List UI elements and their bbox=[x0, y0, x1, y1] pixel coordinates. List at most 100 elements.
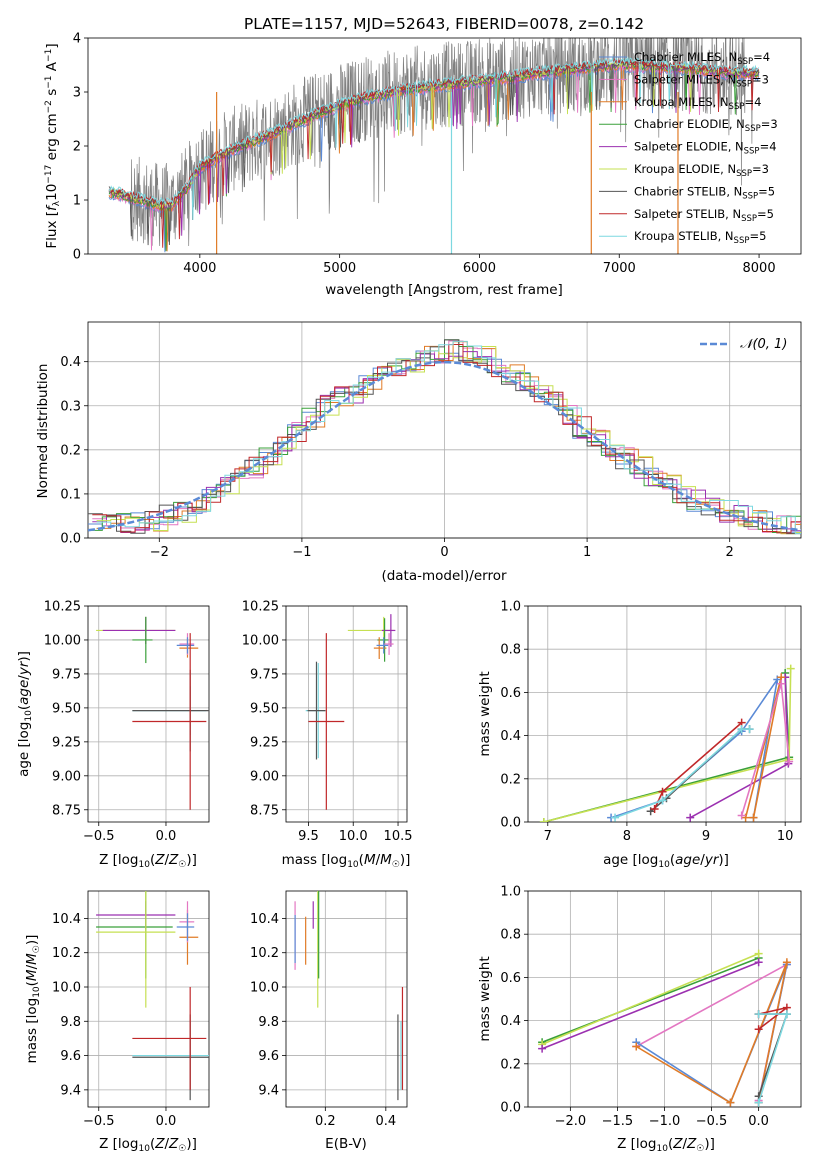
mass-vs-ebv-xtick-label-0: 0.2 bbox=[315, 1114, 336, 1129]
mass-vs-Z-frame bbox=[87, 890, 210, 1108]
weight-vs-age-xtick-label-3: 10 bbox=[777, 829, 794, 844]
mass-vs-ebv-frame bbox=[285, 890, 408, 1108]
legend-label-6: Chabrier STELIB, NSSP=5 bbox=[634, 184, 775, 201]
spectrum-xtick-label-4: 8000 bbox=[743, 261, 776, 276]
age-vs-Z-ylabel: age [log10(age/yr)] bbox=[16, 651, 34, 777]
mass-vs-ebv-plot-area: 0.2 0.4 9.4 9.6 9.8 10.0 10.2 10.4 bbox=[250, 890, 408, 1129]
weight-vs-age-marker-7-0 bbox=[650, 805, 659, 814]
spectrum-model-line-3 bbox=[108, 62, 760, 252]
weight-vs-Z-xtick-label-3: −0.5 bbox=[696, 1114, 728, 1129]
spectrum-model-line-1 bbox=[108, 64, 759, 251]
residuals-panel: −2 −1 0 1 2 0.0 0.1 0.2 0.3 0.4 (data-model)/erro… bbox=[35, 321, 802, 584]
weight-vs-Z-marker-2-1 bbox=[754, 958, 763, 967]
weight-vs-Z-clip-group bbox=[538, 949, 791, 1107]
mass-vs-Z-xlabel: Z [log10(Z/Z☉)] bbox=[99, 1136, 197, 1154]
age-vs-Z-ytick-label-3: 9.50 bbox=[52, 701, 81, 716]
mass-vs-Z-ytick-label-3: 10.0 bbox=[52, 981, 81, 996]
legend-label-2: Kroupa MILES, NSSP=4 bbox=[634, 95, 761, 112]
mass-vs-ebv-ytick-label-0: 9.4 bbox=[258, 1083, 279, 1098]
residuals-ytick-label-4: 0.4 bbox=[60, 355, 81, 370]
age-vs-Z-ytick-label-5: 10.00 bbox=[44, 633, 81, 648]
age-vs-Z-ytick-label-0: 8.75 bbox=[52, 803, 81, 818]
weight-vs-Z-xtick-label-1: −1.5 bbox=[602, 1114, 634, 1129]
weight-vs-Z-marker-7-0 bbox=[754, 1025, 763, 1034]
legend-label-3: Chabrier ELODIE, NSSP=3 bbox=[634, 117, 778, 134]
age-vs-Z-panel: −0.5 0.0 8.75 9.00 9.25 9.50 9.75 10.00 10.25 Z … bbox=[16, 600, 210, 870]
age-vs-mass-xtick-label-0: 9.5 bbox=[298, 829, 319, 844]
weight-vs-age-marker-1-2 bbox=[786, 664, 795, 673]
residuals-histogram-6 bbox=[88, 339, 801, 535]
weight-vs-age-marker-7-1 bbox=[658, 787, 667, 796]
mass-vs-Z-plot-area: −0.5 0.0 9.4 9.6 9.8 10.0 10.2 10.4 bbox=[52, 890, 210, 1129]
age-vs-Z-frame bbox=[87, 605, 210, 823]
spectrum-ytick-label-1: 1 bbox=[73, 194, 81, 209]
mass-vs-Z-xtick-label-0: −0.5 bbox=[83, 1114, 115, 1129]
normal-reference-curve bbox=[88, 360, 801, 532]
weight-vs-Z-xtick-label-0: −2.0 bbox=[555, 1114, 587, 1129]
spectrum-ytick-label-2: 2 bbox=[73, 140, 81, 155]
weight-vs-Z-marker-5-2 bbox=[782, 958, 791, 967]
residuals-axes-group: −2 −1 0 1 2 0.0 0.1 0.2 0.3 0.4 bbox=[60, 321, 802, 560]
residuals-xtick-label-4: 2 bbox=[726, 545, 734, 560]
age-vs-mass-ytick-label-6: 10.25 bbox=[242, 600, 279, 615]
spectrum-model-line-2 bbox=[108, 63, 760, 252]
weight-vs-Z-xlabel: Z [log10(Z/Z☉)] bbox=[617, 1136, 715, 1154]
spectrum-data-line bbox=[108, 38, 760, 247]
weight-vs-age-marker-5-0 bbox=[737, 811, 746, 820]
weight-vs-Z-xtick-label-2: −1.0 bbox=[649, 1114, 681, 1129]
weight-vs-Z-series-1 bbox=[541, 952, 759, 1046]
age-vs-mass-ytick-label-2: 9.25 bbox=[250, 735, 279, 750]
spectrum-title: PLATE=1157, MJD=52643, FIBERID=0078, z=0… bbox=[244, 15, 644, 33]
weight-vs-Z-ytick-label-5: 1.0 bbox=[500, 885, 521, 900]
residuals-xtick-label-1: −1 bbox=[292, 545, 311, 560]
age-vs-Z-ytick-label-2: 9.25 bbox=[52, 735, 81, 750]
legend-label-0: Chabrier MILES, NSSP=4 bbox=[634, 50, 770, 67]
weight-vs-age-ytick-label-5: 1.0 bbox=[500, 600, 521, 615]
age-vs-mass-plot-area: 9.5 10.0 10.5 8.75 9.00 9.25 9.50 9.75 10.00 10.2… bbox=[242, 600, 413, 845]
weight-vs-Z-ytick-label-0: 0.0 bbox=[500, 1101, 521, 1116]
age-vs-Z-xlabel: Z [log10(Z/Z☉)] bbox=[99, 852, 197, 870]
age-vs-Z-xtick-label-1: 0.0 bbox=[156, 829, 177, 844]
weight-vs-age-ytick-label-4: 0.8 bbox=[500, 643, 521, 658]
weight-vs-age-panel: 7 8 9 10 0.0 0.2 0.4 0.6 0.8 1.0 age [log10(age/y… bbox=[477, 600, 802, 870]
weight-vs-Z-marker-2-0 bbox=[538, 1044, 547, 1053]
age-vs-mass-ytick-label-0: 8.75 bbox=[250, 803, 279, 818]
legend-label-1: Salpeter MILES, NSSP=3 bbox=[634, 72, 769, 89]
legend-label-7: Salpeter STELIB, NSSP=5 bbox=[634, 207, 774, 224]
spectrum-axes: 4000 5000 6000 7000 8000 0 1 2 3 4 bbox=[73, 32, 802, 276]
age-vs-Z-xtick-label-0: −0.5 bbox=[83, 829, 115, 844]
residuals-clip-group bbox=[88, 339, 801, 535]
weight-vs-Z-marker-8-2 bbox=[754, 1010, 763, 1019]
weight-vs-age-ytick-label-3: 0.6 bbox=[500, 686, 521, 701]
normal-legend-label: 𝒩(0, 1) bbox=[740, 337, 787, 352]
age-vs-Z-ytick-label-1: 9.00 bbox=[52, 769, 81, 784]
spectrum-ylabel: Flux [fλ10−17 erg cm−2 s−1 A−1] bbox=[44, 43, 62, 248]
spectrum-model-line-7 bbox=[108, 58, 760, 248]
age-vs-mass-ytick-label-1: 9.00 bbox=[250, 769, 279, 784]
spectrum-clip-group bbox=[108, 38, 760, 254]
weight-vs-age-xtick-label-0: 7 bbox=[544, 829, 552, 844]
residuals-xlabel: (data-model)/error bbox=[381, 568, 507, 584]
mass-vs-ebv-ytick-label-4: 10.2 bbox=[250, 946, 279, 961]
spectrum-legend: Chabrier MILES, NSSP=4 Salpeter MILES, NS… bbox=[599, 50, 778, 246]
age-vs-mass-ytick-label-3: 9.50 bbox=[250, 701, 279, 716]
mass-vs-Z-ytick-label-4: 10.2 bbox=[52, 946, 81, 961]
spectrum-xtick-label-0: 4000 bbox=[183, 261, 216, 276]
residuals-histogram-8 bbox=[96, 340, 801, 535]
weight-vs-age-clip-group bbox=[539, 664, 795, 822]
residuals-xtick-label-0: −2 bbox=[150, 545, 169, 560]
weight-vs-Z-ylabel: mass weight bbox=[477, 956, 493, 1041]
weight-vs-age-marker-8-2 bbox=[737, 725, 746, 734]
weight-vs-age-marker-8-0 bbox=[611, 813, 620, 822]
residuals-xtick-label-2: 0 bbox=[440, 545, 448, 560]
spectrum-xlabel: wavelength [Angstrom, rest frame] bbox=[325, 282, 563, 298]
weight-vs-Z-marker-1-1 bbox=[754, 949, 763, 958]
residuals-legend: 𝒩(0, 1) bbox=[700, 337, 787, 352]
weight-vs-age-frame bbox=[527, 605, 802, 823]
weight-vs-age-ytick-label-2: 0.4 bbox=[500, 729, 521, 744]
mass-vs-Z-ytick-label-1: 9.6 bbox=[60, 1049, 81, 1064]
weight-vs-age-marker-5-1 bbox=[777, 679, 786, 688]
age-vs-Z-ytick-label-6: 10.25 bbox=[44, 600, 81, 615]
weight-vs-age-xlabel: age [log10(age/yr)] bbox=[603, 852, 729, 870]
